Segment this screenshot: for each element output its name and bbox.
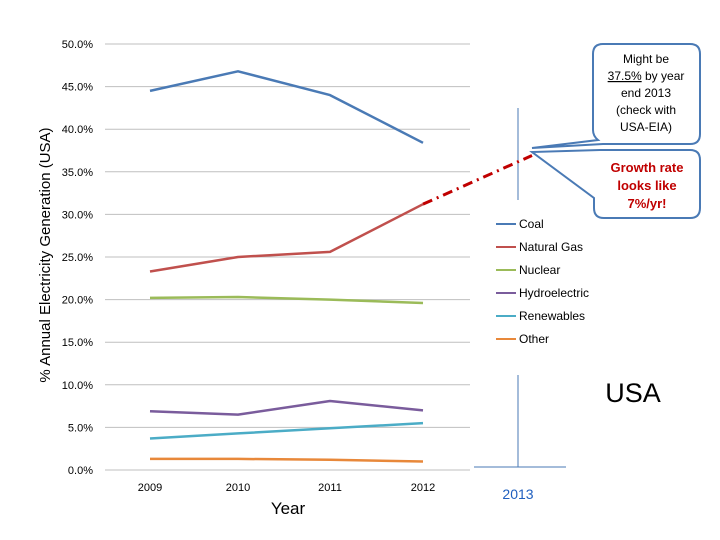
legend-label: Natural Gas (519, 240, 583, 254)
y-tick-label: 10.0% (62, 380, 93, 392)
growth-callout-line3: 7%/yr! (627, 196, 666, 211)
y-axis-title: % Annual Electricity Generation (USA) (37, 127, 54, 382)
x-axis-title: Year (271, 499, 306, 518)
top-callout-line2: 37.5% by year (608, 69, 685, 83)
legend-label: Renewables (519, 309, 585, 323)
growth-callout-line2: looks like (617, 178, 676, 193)
series-lines (149, 70, 424, 463)
top-callout-line6: USA-EIA) (620, 120, 672, 134)
y-tick-label: 40.0% (62, 124, 93, 136)
x-tick-labels: 2009 2010 2011 2012 (138, 482, 435, 494)
y-tick-label: 45.0% (62, 82, 93, 94)
growth-callout-bubble (529, 149, 701, 219)
series-line-nuclear (149, 295, 424, 305)
x-tick-label: 2012 (411, 482, 435, 494)
legend: Coal Natural Gas Nuclear Hydroelectric Renew… (496, 217, 589, 346)
y-tick-label: 15.0% (62, 337, 93, 349)
y-tick-label: 35.0% (62, 167, 93, 179)
y-tick-label: 5.0% (68, 422, 93, 434)
growth-callout-line1: Growth rate (611, 160, 684, 175)
y-tick-label: 30.0% (62, 209, 93, 221)
top-callout-value: 37.5% (608, 69, 642, 83)
legend-label: Coal (519, 217, 544, 231)
y-tick-label: 25.0% (62, 252, 93, 264)
legend-label: Other (519, 332, 549, 346)
y-tick-labels: 0.0% 5.0% 10.0% 15.0% 20.0% 25.0% 30.0% 35.0% 40… (62, 39, 93, 477)
top-callout: Might be 37.5% by year end 2013 (check w… (531, 43, 701, 149)
region-label-usa: USA (605, 378, 661, 408)
x-tick-label: 2009 (138, 482, 162, 494)
top-callout-line5: (check with (616, 103, 676, 117)
top-callout-by-year: by year (642, 69, 685, 83)
x-tick-label: 2011 (318, 482, 342, 494)
series-line-other (150, 457, 424, 463)
x-tick-label: 2010 (226, 482, 250, 494)
top-callout-line1: Might be (623, 52, 669, 66)
projection-line-natural-gas (422, 154, 533, 206)
series-line-renewables (149, 421, 424, 440)
series-line-hydroelectric (149, 399, 424, 416)
y-tick-label: 0.0% (68, 465, 93, 477)
top-callout-bubble (531, 43, 701, 149)
series-line-coal (149, 70, 424, 144)
top-callout-line4: end 2013 (621, 86, 671, 100)
legend-label: Nuclear (519, 263, 560, 277)
y-tick-label: 20.0% (62, 295, 93, 307)
legend-label: Hydroelectric (519, 286, 589, 300)
year-2013-label: 2013 (502, 486, 533, 502)
growth-callout: Growth rate looks like 7%/yr! (529, 149, 701, 219)
series-line-natural-gas (149, 203, 424, 273)
y-tick-label: 50.0% (62, 39, 93, 51)
